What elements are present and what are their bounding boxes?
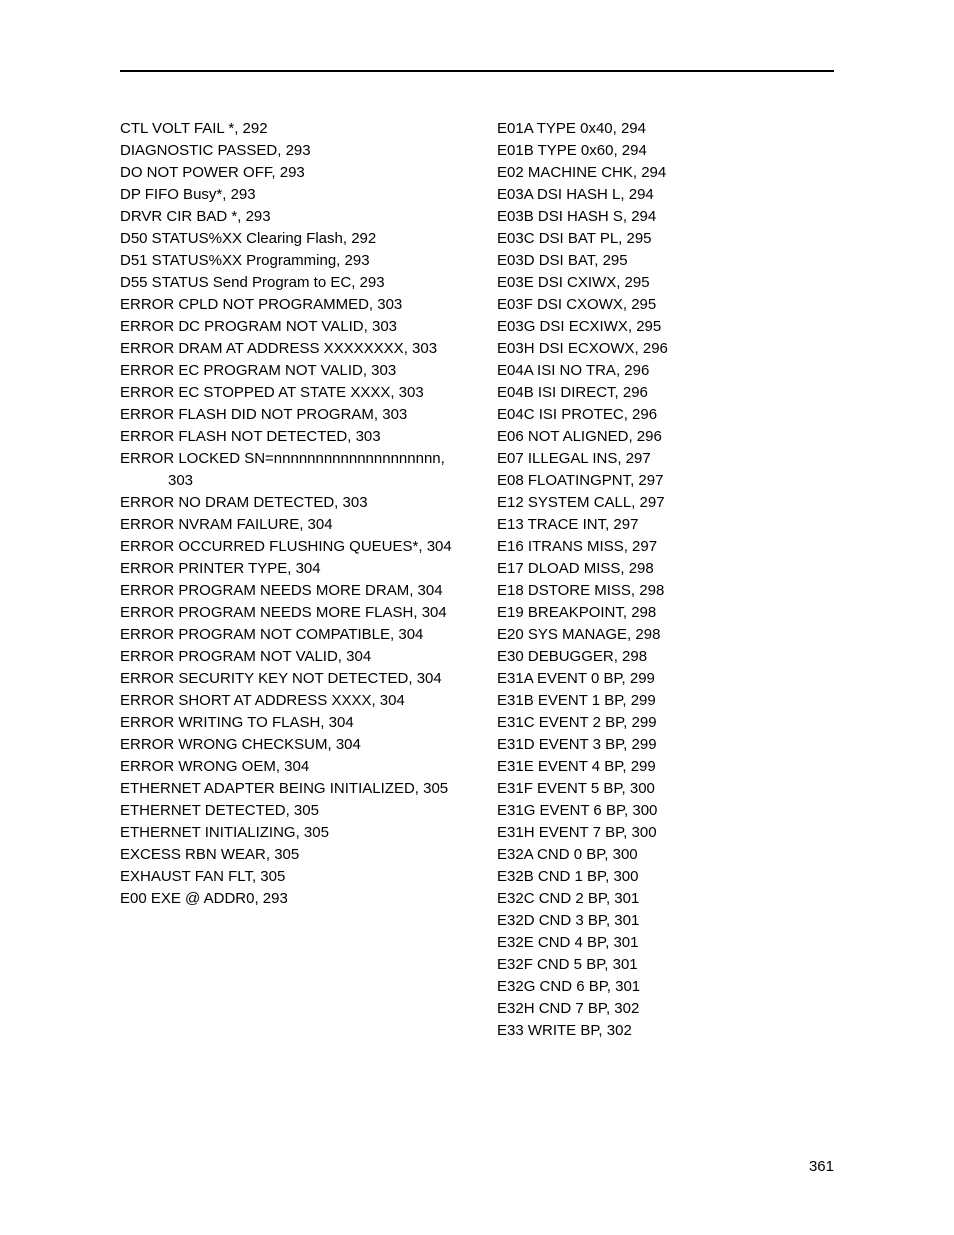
index-entry: E02 MACHINE CHK, 294 — [497, 162, 834, 184]
index-entry: E32B CND 1 BP, 300 — [497, 866, 834, 888]
index-entry: EXHAUST FAN FLT, 305 — [120, 866, 457, 888]
index-entry: E04C ISI PROTEC, 296 — [497, 404, 834, 426]
index-entry: E00 EXE @ ADDR0, 293 — [120, 888, 457, 910]
index-entry: ETHERNET DETECTED, 305 — [120, 800, 457, 822]
index-entry: E31D EVENT 3 BP, 299 — [497, 734, 834, 756]
index-entry: E08 FLOATINGPNT, 297 — [497, 470, 834, 492]
index-entry: E32D CND 3 BP, 301 — [497, 910, 834, 932]
right-column: E01A TYPE 0x40, 294E01B TYPE 0x60, 294E0… — [497, 118, 834, 1042]
index-entry: ERROR PROGRAM NOT VALID, 304 — [120, 646, 457, 668]
index-entry: ERROR SECURITY KEY NOT DETECTED, 304 — [120, 668, 457, 690]
index-entry: ERROR DC PROGRAM NOT VALID, 303 — [120, 316, 457, 338]
index-entry: ERROR PRINTER TYPE, 304 — [120, 558, 457, 580]
index-entry: E07 ILLEGAL INS, 297 — [497, 448, 834, 470]
index-entry: DRVR CIR BAD *, 293 — [120, 206, 457, 228]
index-entry: E04B ISI DIRECT, 296 — [497, 382, 834, 404]
index-entry: E01A TYPE 0x40, 294 — [497, 118, 834, 140]
index-entry: E18 DSTORE MISS, 298 — [497, 580, 834, 602]
index-entry: D50 STATUS%XX Clearing Flash, 292 — [120, 228, 457, 250]
index-entry: ERROR WRONG OEM, 304 — [120, 756, 457, 778]
index-entry: E33 WRITE BP, 302 — [497, 1020, 834, 1042]
index-entry: E03E DSI CXIWX, 295 — [497, 272, 834, 294]
index-entry: E31H EVENT 7 BP, 300 — [497, 822, 834, 844]
index-columns: CTL VOLT FAIL *, 292DIAGNOSTIC PASSED, 2… — [120, 118, 834, 1042]
index-entry: E31B EVENT 1 BP, 299 — [497, 690, 834, 712]
index-entry: ERROR CPLD NOT PROGRAMMED, 303 — [120, 294, 457, 316]
left-column: CTL VOLT FAIL *, 292DIAGNOSTIC PASSED, 2… — [120, 118, 457, 1042]
top-rule — [120, 70, 834, 72]
index-entry: E12 SYSTEM CALL, 297 — [497, 492, 834, 514]
index-entry: E06 NOT ALIGNED, 296 — [497, 426, 834, 448]
index-entry: ERROR PROGRAM NEEDS MORE FLASH, 304 — [120, 602, 457, 624]
index-entry: E32G CND 6 BP, 301 — [497, 976, 834, 998]
index-entry: E31F EVENT 5 BP, 300 — [497, 778, 834, 800]
index-entry: E03A DSI HASH L, 294 — [497, 184, 834, 206]
index-entry: ERROR FLASH NOT DETECTED, 303 — [120, 426, 457, 448]
page-number: 361 — [809, 1158, 834, 1175]
index-entry: E03F DSI CXOWX, 295 — [497, 294, 834, 316]
index-entry: D51 STATUS%XX Programming, 293 — [120, 250, 457, 272]
index-entry: ERROR FLASH DID NOT PROGRAM, 303 — [120, 404, 457, 426]
index-entry: ETHERNET ADAPTER BEING INITIALIZED, 305 — [120, 778, 457, 800]
index-entry: E31E EVENT 4 BP, 299 — [497, 756, 834, 778]
index-entry: E17 DLOAD MISS, 298 — [497, 558, 834, 580]
index-entry: DIAGNOSTIC PASSED, 293 — [120, 140, 457, 162]
index-entry: ERROR EC PROGRAM NOT VALID, 303 — [120, 360, 457, 382]
index-entry: DP FIFO Busy*, 293 — [120, 184, 457, 206]
index-page: CTL VOLT FAIL *, 292DIAGNOSTIC PASSED, 2… — [0, 0, 954, 1235]
index-entry: E32C CND 2 BP, 301 — [497, 888, 834, 910]
index-entry: E03B DSI HASH S, 294 — [497, 206, 834, 228]
index-entry: E04A ISI NO TRA, 296 — [497, 360, 834, 382]
index-entry: E31C EVENT 2 BP, 299 — [497, 712, 834, 734]
index-entry: E30 DEBUGGER, 298 — [497, 646, 834, 668]
index-entry: E03C DSI BAT PL, 295 — [497, 228, 834, 250]
index-entry: E20 SYS MANAGE, 298 — [497, 624, 834, 646]
index-entry: E32F CND 5 BP, 301 — [497, 954, 834, 976]
index-entry: ERROR LOCKED SN=nnnnnnnnnnnnnnnnnnnn, 30… — [120, 448, 457, 492]
index-entry: E31A EVENT 0 BP, 299 — [497, 668, 834, 690]
index-entry: E16 ITRANS MISS, 297 — [497, 536, 834, 558]
index-entry: E31G EVENT 6 BP, 300 — [497, 800, 834, 822]
index-entry: ERROR OCCURRED FLUSHING QUEUES*, 304 — [120, 536, 457, 558]
index-entry: E13 TRACE INT, 297 — [497, 514, 834, 536]
index-entry: E19 BREAKPOINT, 298 — [497, 602, 834, 624]
index-entry: ERROR SHORT AT ADDRESS XXXX, 304 — [120, 690, 457, 712]
index-entry: ERROR EC STOPPED AT STATE XXXX, 303 — [120, 382, 457, 404]
index-entry: E01B TYPE 0x60, 294 — [497, 140, 834, 162]
index-entry: ERROR NVRAM FAILURE, 304 — [120, 514, 457, 536]
index-entry: ERROR PROGRAM NEEDS MORE DRAM, 304 — [120, 580, 457, 602]
index-entry: ERROR NO DRAM DETECTED, 303 — [120, 492, 457, 514]
index-entry: ERROR PROGRAM NOT COMPATIBLE, 304 — [120, 624, 457, 646]
index-entry: E32H CND 7 BP, 302 — [497, 998, 834, 1020]
index-entry: E32E CND 4 BP, 301 — [497, 932, 834, 954]
index-entry: E32A CND 0 BP, 300 — [497, 844, 834, 866]
index-entry: EXCESS RBN WEAR, 305 — [120, 844, 457, 866]
index-entry: E03G DSI ECXIWX, 295 — [497, 316, 834, 338]
index-entry: ERROR WRITING TO FLASH, 304 — [120, 712, 457, 734]
index-entry: E03H DSI ECXOWX, 296 — [497, 338, 834, 360]
index-entry: ETHERNET INITIALIZING, 305 — [120, 822, 457, 844]
index-entry: D55 STATUS Send Program to EC, 293 — [120, 272, 457, 294]
index-entry: ERROR DRAM AT ADDRESS XXXXXXXX, 303 — [120, 338, 457, 360]
index-entry: ERROR WRONG CHECKSUM, 304 — [120, 734, 457, 756]
index-entry: CTL VOLT FAIL *, 292 — [120, 118, 457, 140]
index-entry: E03D DSI BAT, 295 — [497, 250, 834, 272]
index-entry: DO NOT POWER OFF, 293 — [120, 162, 457, 184]
